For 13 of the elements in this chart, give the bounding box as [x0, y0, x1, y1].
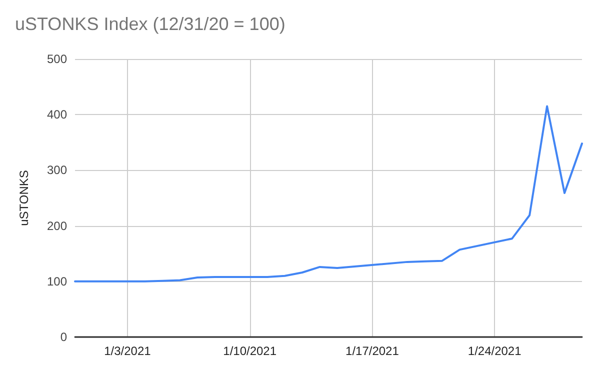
chart-title: uSTONKS Index (12/31/20 = 100): [15, 14, 286, 34]
y-axis-title: uSTONKS: [17, 170, 31, 226]
x-tick-label: 1/10/2021: [223, 344, 277, 358]
y-tick-label: 300: [46, 163, 68, 178]
y-tick-label: 200: [46, 218, 68, 233]
x-tick-label: 1/3/2021: [104, 344, 152, 358]
x-tick-label: 1/24/2021: [468, 344, 522, 358]
line-series: [74, 105, 583, 282]
y-tick-label: 500: [46, 52, 68, 66]
x-tick-label: 1/17/2021: [346, 344, 400, 358]
y-tick-label: 400: [46, 108, 68, 122]
y-tick-label: 100: [46, 274, 68, 288]
y-tick-label: 0: [60, 330, 68, 344]
